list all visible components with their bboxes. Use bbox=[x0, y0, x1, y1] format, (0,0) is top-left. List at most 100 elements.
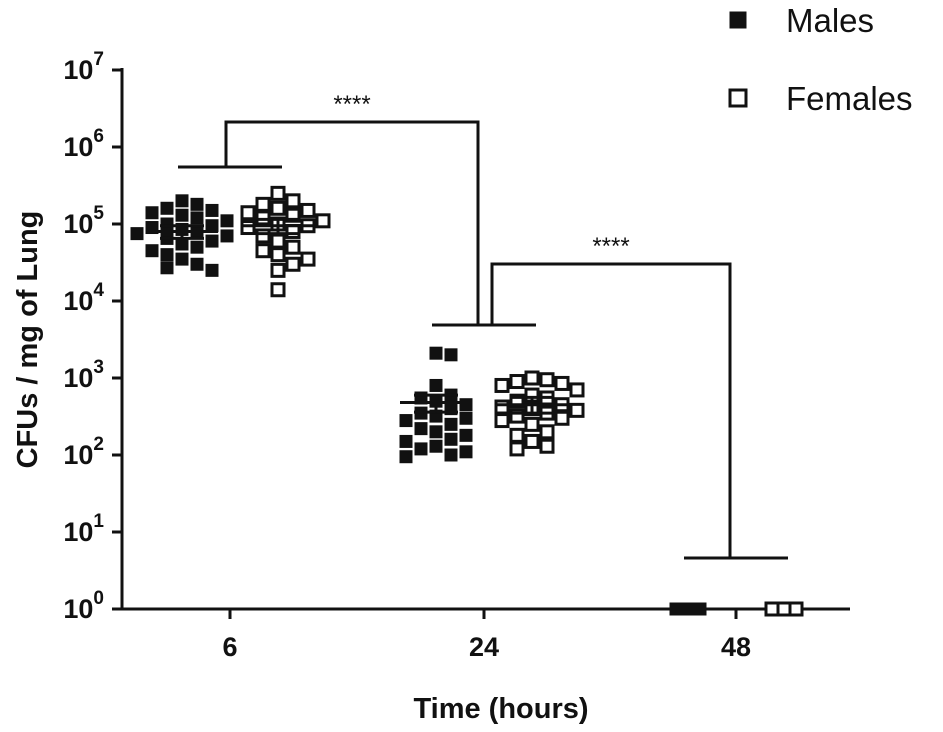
female-data-point bbox=[285, 193, 301, 209]
male-data-point bbox=[444, 448, 458, 462]
female-data-point bbox=[315, 213, 331, 229]
female-data-point bbox=[300, 202, 316, 218]
male-data-point bbox=[669, 602, 683, 616]
female-data-point bbox=[270, 185, 286, 201]
y-axis-title: CFUs / mg of Lung bbox=[12, 211, 44, 469]
x-tick-label: 24 bbox=[469, 632, 499, 662]
male-data-point bbox=[399, 450, 413, 464]
female-data-point bbox=[776, 601, 792, 617]
significance-label: **** bbox=[333, 91, 370, 118]
y-tick-label: 105 bbox=[63, 203, 104, 239]
male-data-point bbox=[205, 203, 219, 217]
male-data-point bbox=[444, 432, 458, 446]
y-tick-label: 107 bbox=[63, 49, 104, 85]
female-data-point bbox=[300, 251, 316, 267]
significance-bracket bbox=[490, 262, 732, 558]
y-tick-label: 101 bbox=[63, 511, 104, 547]
female-data-point bbox=[524, 433, 540, 449]
female-data-point bbox=[270, 200, 286, 216]
y-tick-label: 102 bbox=[63, 434, 104, 470]
male-data-point bbox=[693, 602, 707, 616]
male-data-point bbox=[175, 252, 189, 266]
male-data-point bbox=[220, 214, 234, 228]
male-data-point bbox=[459, 445, 473, 459]
male-data-point bbox=[459, 411, 473, 425]
female-data-point bbox=[270, 282, 286, 298]
female-data-point bbox=[270, 233, 286, 249]
female-data-point bbox=[539, 424, 555, 440]
male-data-point bbox=[205, 234, 219, 248]
male-data-point bbox=[459, 398, 473, 412]
female-data-point bbox=[764, 601, 780, 617]
male-data-point bbox=[130, 227, 144, 241]
female-data-point bbox=[509, 374, 525, 390]
male-data-point bbox=[175, 194, 189, 208]
male-data-point bbox=[160, 217, 174, 231]
male-data-point bbox=[429, 439, 443, 453]
male-data-point bbox=[205, 263, 219, 277]
female-data-point bbox=[255, 228, 271, 244]
male-data-point bbox=[160, 201, 174, 215]
male-data-point bbox=[190, 257, 204, 271]
female-data-point bbox=[285, 223, 301, 239]
male-data-point bbox=[414, 422, 428, 436]
legend-marker-males bbox=[729, 11, 747, 29]
female-data-point bbox=[509, 427, 525, 443]
y-tick-label: 106 bbox=[63, 126, 104, 162]
male-data-point bbox=[160, 261, 174, 275]
plot-area: 100 101 102 103 104 105 106 107 6 24 48 Time (hours… bbox=[12, 2, 913, 725]
legend-label: Females bbox=[786, 80, 913, 117]
y-tick-label: 100 bbox=[63, 588, 104, 624]
male-data-point bbox=[681, 602, 695, 616]
male-data-point bbox=[145, 244, 159, 258]
male-data-point bbox=[429, 346, 443, 360]
significance-label: **** bbox=[592, 233, 629, 260]
x-tick-label: 6 bbox=[222, 632, 237, 662]
female-data-point bbox=[569, 402, 585, 418]
female-data-point bbox=[494, 377, 510, 393]
male-data-point bbox=[145, 206, 159, 220]
significance-bracket bbox=[224, 120, 480, 325]
male-data-point bbox=[190, 211, 204, 225]
female-data-point bbox=[240, 205, 256, 221]
y-tick-label: 104 bbox=[63, 280, 104, 316]
y-tick-label: 103 bbox=[63, 357, 104, 393]
male-data-point bbox=[429, 425, 443, 439]
female-data-point bbox=[285, 256, 301, 272]
female-data-point bbox=[539, 372, 555, 388]
female-data-point bbox=[524, 416, 540, 432]
male-data-point bbox=[399, 414, 413, 428]
male-data-point bbox=[414, 442, 428, 456]
male-data-point bbox=[190, 197, 204, 211]
female-data-point bbox=[494, 399, 510, 415]
male-data-point bbox=[220, 229, 234, 243]
x-tick-label: 48 bbox=[721, 632, 751, 662]
female-data-point bbox=[554, 375, 570, 391]
female-data-point bbox=[554, 410, 570, 426]
legend-label: Males bbox=[786, 2, 874, 39]
female-data-point bbox=[524, 370, 540, 386]
female-data-point bbox=[494, 413, 510, 429]
female-data-point bbox=[569, 382, 585, 398]
male-data-point bbox=[459, 428, 473, 442]
female-data-point bbox=[509, 441, 525, 457]
female-data-point bbox=[788, 601, 804, 617]
female-data-point bbox=[255, 196, 271, 212]
female-data-point bbox=[270, 247, 286, 263]
male-data-point bbox=[160, 248, 174, 262]
female-data-point bbox=[255, 243, 271, 259]
female-data-point bbox=[539, 438, 555, 454]
female-data-point bbox=[285, 239, 301, 255]
male-data-point bbox=[399, 434, 413, 448]
male-data-point bbox=[190, 240, 204, 254]
legend-marker-females bbox=[728, 88, 748, 108]
male-data-point bbox=[429, 378, 443, 392]
male-data-point bbox=[205, 219, 219, 233]
x-axis-title: Time (hours) bbox=[413, 693, 588, 725]
male-data-point bbox=[175, 208, 189, 222]
male-data-point bbox=[444, 417, 458, 431]
female-data-point bbox=[240, 220, 256, 236]
female-data-point bbox=[270, 262, 286, 278]
male-data-point bbox=[444, 348, 458, 362]
